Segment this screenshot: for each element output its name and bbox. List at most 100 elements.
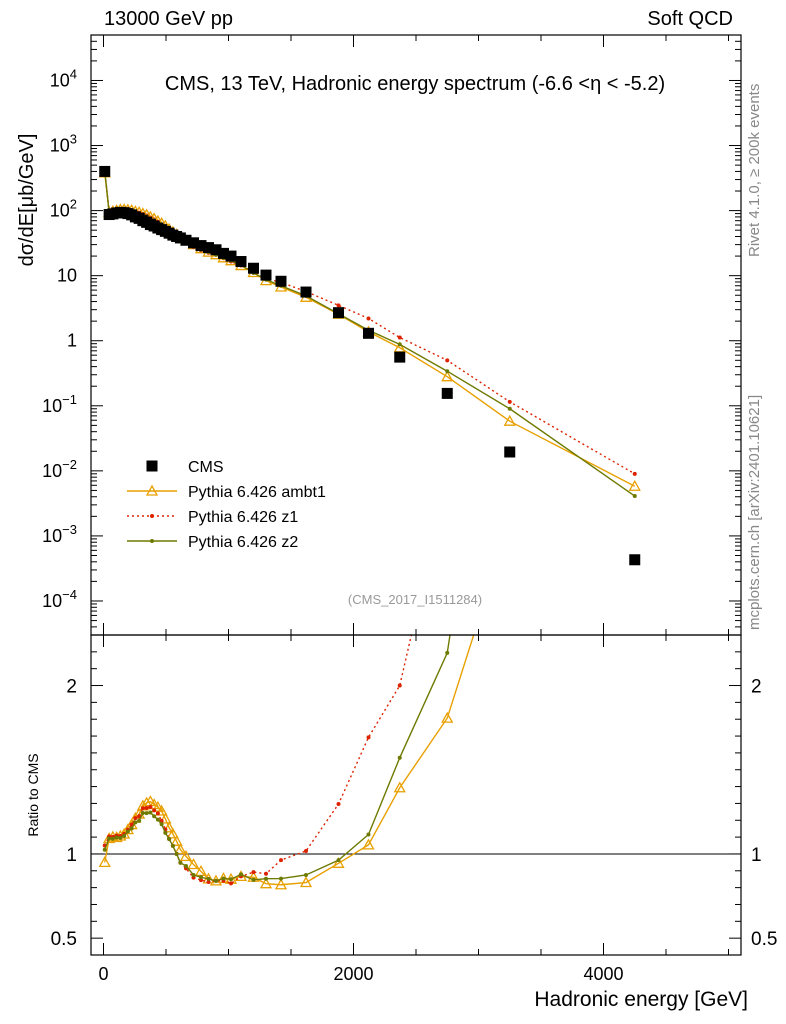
cms-data-point [300,286,312,298]
pythia-6-426-z2-ratio-point [199,875,203,880]
pythia-6-426-ambt1-ratio-point [155,804,168,816]
x-tick-label: 2000 [333,964,373,984]
pythia-6-426-z2-ratio-point [174,851,179,856]
pythia-6-426-z2-ratio-point [163,830,168,835]
cms-data-point [188,237,199,249]
y-tick-label: 10−1 [42,392,77,416]
pythia-6-426-z1-ratio-point [206,880,211,885]
pythia-6-426-z2-ratio-point [133,820,138,825]
y-tick-label: 10−3 [42,522,77,546]
cms-data-point [225,250,237,262]
pythia-6-426-z1-ratio-point [264,871,268,876]
pythia-6-426-z2-ratio-point [110,836,115,841]
pythia-6-426-z1-ratio-point [152,808,157,813]
pythia-6-426-z2-point [397,342,402,347]
pythia-6-426-z1-ratio-point [199,878,203,883]
legend-pythia-6-426-ambt1-marker [145,484,159,496]
pythia-6-426-z1-point [397,335,402,340]
pythia-6-426-ambt1-ratio-point [259,877,273,889]
pythia-6-426-z2-ratio-point [114,835,119,840]
pythia-6-426-ambt1-ratio-point [332,856,345,868]
pythia-6-426-z1-ratio-point [133,816,138,821]
ratio-tick-label: 1 [751,845,762,866]
legend-pythia-6-426-z2-label: Pythia 6.426 z2 [188,534,298,551]
pythia-6-426-z1-ratio-point [148,805,153,810]
pythia-6-426-ambt1-ratio-point [98,856,111,868]
pythia-6-426-z1-ratio-point [336,802,341,807]
ratio-y-axis-label: Ratio to CMS [25,753,41,836]
pythia-6-426-ambt1-ratio-point [166,827,179,839]
pythia-6-426-z1-ratio-point [279,858,283,863]
analysis-watermark: (CMS_2017_I1511284) [348,592,482,607]
y-tick-label: 102 [50,197,77,221]
pythia-6-426-z2-ratio-point [140,811,145,816]
process-label: Soft QCD [647,8,733,30]
y-tick-label: 10 [57,266,77,286]
ratio-plot-series [98,635,475,890]
cms-data-point [218,247,229,259]
cms-data-point [174,232,186,244]
pythia-6-426-ambt1-ratio-point [441,711,454,723]
pythia-6-426-ambt1-ratio-point [187,858,200,870]
pythia-6-426-z2-ratio-point [107,836,112,841]
x-axis-label: Hadronic energy [GeV] [534,988,748,1011]
y-axis-label: dσ/dE[μb/GeV] [16,134,38,267]
cms-data-point [260,269,272,281]
legend-cms-label: CMS [188,459,224,476]
pythia-6-426-z1-ratio-point [229,881,233,886]
pythia-6-426-z1-point [366,316,371,321]
pythia-6-426-z1-point [507,399,512,404]
pythia-6-426-z2-ratio-point [397,755,402,760]
pythia-6-426-z2-ratio-point [229,877,233,882]
y-tick-label: 104 [50,66,77,90]
pythia-6-426-z2-ratio-point [159,822,164,827]
ratio-tick-label: 2 [66,677,77,698]
rivet-version-label: Rivet 4.1.0, ≥ 200k events [746,83,763,257]
pythia-6-426-ambt1-point [441,370,454,382]
pythia-6-426-ambt1-ratio-point [174,843,187,855]
y-tick-label: 10−2 [42,457,77,481]
pythia-6-426-z1-ratio-point [397,683,402,688]
y-tick-label: 10−4 [42,587,77,611]
pythia-6-426-z2-ratio-point [445,650,450,655]
pythia-6-426-z2-ratio-point [137,818,142,823]
energy-label: 13000 GeV pp [104,8,233,30]
ratio-tick-label: 0.5 [51,929,77,950]
pythia-6-426-z2-ratio-point [304,873,308,877]
cms-data-point [99,165,111,177]
pythia-6-426-z1-ratio-point [140,806,145,811]
pythia-6-426-ambt1-point [628,479,641,491]
pythia-6-426-z2-ratio-point [264,876,268,881]
pythia-6-426-z2-ratio-point [118,835,123,840]
pythia-6-426-z2-ratio-point [206,876,211,881]
pythia-6-426-ambt1-ratio-point [159,812,172,824]
pythia-6-426-ambt1-ratio-point [274,878,288,890]
pythia-6-426-z2-ratio-point [122,833,127,838]
y-tick-label: 1 [67,331,77,351]
x-tick-label: 4000 [583,964,623,984]
pythia-6-426-ambt1-ratio-point [151,800,164,812]
pythia-6-426-z2-ratio-point [102,847,107,852]
pythia-6-426-z2-ratio-point [184,863,188,868]
pythia-6-426-z2-ratio-point [129,826,134,831]
pythia-6-426-z2-ratio-point [152,814,157,819]
pythia-6-426-ambt1-ratio-point [170,834,183,846]
pythia-6-426-z1-ratio-point [155,811,160,816]
pythia-6-426-z1-ratio-point [304,848,308,853]
cms-data-point [363,327,374,339]
legend-pythia-6-426-ambt1-label: Pythia 6.426 ambt1 [188,484,326,501]
pythia-6-426-ambt1-ratio-point [179,850,193,862]
legend: CMS Pythia 6.426 ambt1 Pythia 6.426 z1 Pyth… [127,459,326,551]
pythia-6-426-z2-point [632,494,637,499]
cms-data-point [441,387,453,399]
pythia-6-426-ambt1-ratio-point [393,781,406,793]
legend-cms-marker [146,460,158,472]
legend-pythia-6-426-z2-marker [150,539,154,543]
pythia-6-426-ambt1-ratio-point [163,821,176,833]
pythia-6-426-z2-point [445,369,450,374]
pythia-6-426-z1-ratio-point [144,806,149,811]
legend-pythia-6-426-z1-label: Pythia 6.426 z1 [188,509,298,526]
pythia-6-426-ambt1-ratio-point [362,838,375,850]
ratio-tick-label: 1 [66,845,77,866]
